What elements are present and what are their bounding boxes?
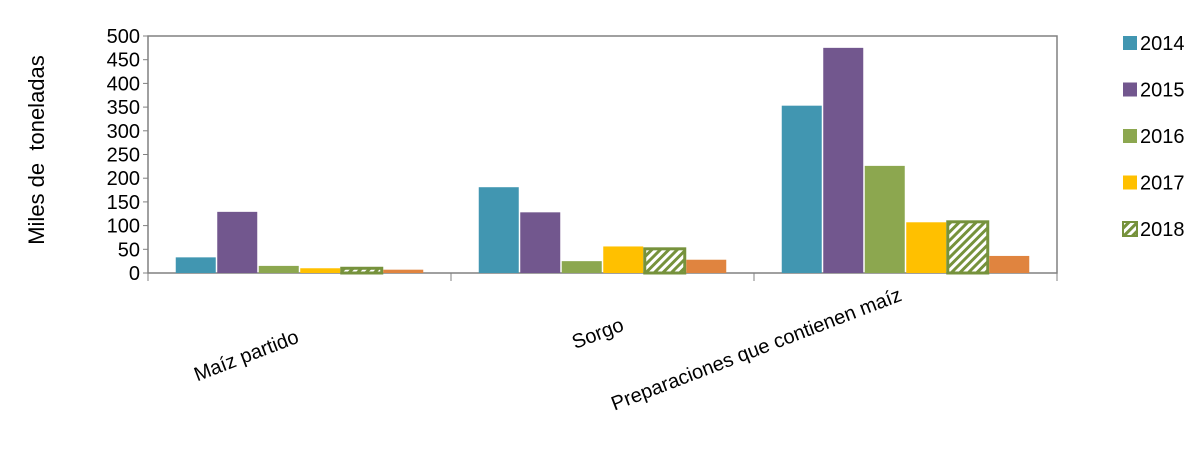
y-tick-label: 350: [107, 97, 140, 119]
y-tick-label: 100: [107, 216, 140, 238]
y-axis-title: Miles de toneladas: [24, 55, 49, 245]
x-category-label: Sorgo: [569, 314, 627, 354]
bar-2018-maiz-partido: [340, 266, 384, 275]
bar-2015-sorgo: [520, 212, 561, 273]
bar-2017-preparaciones-que-contienen-maiz: [906, 222, 947, 273]
legend-label-2015: 2015: [1140, 80, 1185, 102]
bar-series-6-maiz-partido: [383, 269, 424, 273]
legend-swatch-2016: [1123, 129, 1137, 143]
bar-2014-sorgo: [478, 187, 519, 273]
bar-2015-preparaciones-que-contienen-maiz: [823, 47, 864, 273]
x-category-label: Maíz partido: [191, 326, 302, 386]
legend-label-2018: 2018: [1140, 219, 1185, 241]
legend-swatch-2017: [1123, 175, 1137, 190]
bar-2018-sorgo: [643, 247, 687, 275]
bar-2017-maiz-partido: [300, 268, 341, 273]
bar-2017-sorgo: [603, 246, 644, 273]
y-tick-label: 50: [118, 239, 140, 261]
bar-2016-maiz-partido: [258, 265, 299, 273]
y-tick-label: 300: [107, 121, 140, 143]
legend-swatch-2015: [1123, 82, 1137, 97]
legend-label-2014: 2014: [1140, 33, 1185, 55]
legend-label-2017: 2017: [1140, 173, 1185, 195]
x-category-label: Preparaciones que contienen maíz: [608, 284, 904, 415]
bar-2014-maiz-partido: [175, 257, 216, 273]
legend: 2014 2015 2016 2017 2018: [1122, 33, 1185, 241]
legend-swatch-2014: [1123, 36, 1137, 50]
legend-swatch-2018: [1122, 221, 1138, 237]
y-tick-label: 500: [107, 26, 140, 48]
bar-2015-maiz-partido: [217, 211, 258, 273]
bar-series-6-sorgo: [686, 259, 727, 273]
bar-2014-preparaciones-que-contienen-maiz: [781, 105, 822, 273]
bar-2016-preparaciones-que-contienen-maiz: [864, 165, 905, 273]
y-tick-label: 450: [107, 50, 140, 72]
bar-2018-preparaciones-que-contienen-maiz: [946, 220, 990, 275]
bar-2016-sorgo: [561, 261, 602, 273]
y-tick-label: 200: [107, 168, 140, 190]
bar-series-6-preparaciones-que-contienen-maiz: [989, 255, 1030, 273]
legend-label-2016: 2016: [1140, 126, 1185, 148]
y-tick-label: 0: [129, 263, 140, 285]
y-tick-label: 250: [107, 145, 140, 167]
y-tick-label: 400: [107, 73, 140, 95]
y-tick-label: 150: [107, 192, 140, 214]
